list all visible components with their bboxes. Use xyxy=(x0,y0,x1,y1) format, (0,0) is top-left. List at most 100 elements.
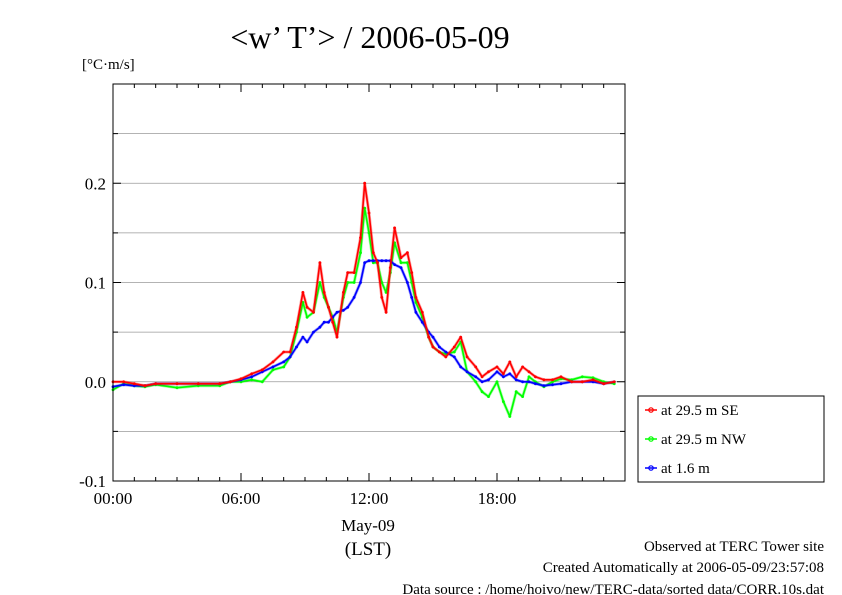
series-group xyxy=(111,181,616,418)
x-axis-unit-label: (LST) xyxy=(345,539,391,560)
series-point xyxy=(376,261,379,265)
series-point xyxy=(393,263,396,266)
series-point xyxy=(399,266,403,269)
legend-label: at 1.6 m xyxy=(661,461,710,477)
series-point xyxy=(521,395,524,398)
legend-marker xyxy=(648,407,654,413)
series-point xyxy=(508,360,512,364)
series-point xyxy=(359,251,362,255)
series-point xyxy=(260,370,264,374)
legend-label: at 29.5 m NW xyxy=(661,432,747,448)
series-point xyxy=(431,345,435,349)
y-tick-label: 0.0 xyxy=(85,373,106,392)
series-point xyxy=(452,355,456,359)
series-point xyxy=(534,382,537,386)
series-point xyxy=(271,360,275,364)
y-axis-label: [°C·m/s] xyxy=(82,57,135,73)
series-point xyxy=(602,382,606,386)
series-point xyxy=(363,206,367,210)
series-point xyxy=(363,181,367,185)
series-point xyxy=(508,415,512,418)
series-point xyxy=(420,320,424,324)
y-tick-label: 0.1 xyxy=(85,274,106,293)
series-point xyxy=(154,382,158,386)
series-point xyxy=(282,350,286,354)
series-point xyxy=(239,377,243,381)
series-point xyxy=(527,375,531,379)
series-point xyxy=(363,261,367,265)
series-point xyxy=(502,375,505,379)
series-point xyxy=(414,296,418,299)
series-point xyxy=(359,236,362,240)
series-point xyxy=(502,400,505,403)
series-point xyxy=(551,378,554,382)
series-point xyxy=(591,380,595,384)
x-tick-label: 12:00 xyxy=(350,489,389,508)
legend-label: at 29.5 m SE xyxy=(661,403,739,419)
series-point xyxy=(305,340,309,344)
series-point xyxy=(305,305,309,309)
series-point xyxy=(514,390,518,394)
series-point xyxy=(480,380,484,384)
series-point xyxy=(218,382,222,386)
series-point xyxy=(301,291,305,294)
series-point xyxy=(480,390,484,394)
series-point xyxy=(346,281,350,284)
series-point xyxy=(318,261,322,265)
series-point xyxy=(371,261,375,265)
series-point xyxy=(410,271,414,274)
series-point xyxy=(514,378,518,382)
x-tick-label: 06:00 xyxy=(222,489,261,508)
series-point xyxy=(474,365,478,369)
series-point xyxy=(175,386,179,390)
series-point xyxy=(312,330,315,334)
series-point xyxy=(260,380,264,384)
series-point xyxy=(327,320,330,324)
x-tick-label: 18:00 xyxy=(478,489,517,508)
series-point xyxy=(312,310,315,314)
series-point xyxy=(331,320,335,324)
series-point xyxy=(420,310,424,314)
x-tick-label: 00:00 xyxy=(94,489,133,508)
series-point xyxy=(570,378,574,382)
series-point xyxy=(570,380,574,384)
series-point xyxy=(384,291,388,294)
footer-created: Created Automatically at 2006-05-09/23:5… xyxy=(543,560,824,576)
series-point xyxy=(239,380,243,384)
series-point xyxy=(406,281,409,284)
series-point xyxy=(352,271,356,274)
series-point xyxy=(196,382,200,386)
series-line xyxy=(112,259,615,388)
footer-observed: Observed at TERC Tower site xyxy=(644,539,824,555)
series-point xyxy=(295,325,298,329)
series-point xyxy=(122,380,126,384)
series-point xyxy=(282,365,286,369)
series-point xyxy=(551,383,554,387)
series-point xyxy=(352,296,356,299)
x-axis-date-label: May-09 xyxy=(341,516,395,535)
series-point xyxy=(335,310,339,314)
series-point xyxy=(384,310,388,314)
legend-marker xyxy=(648,436,654,442)
series-point xyxy=(559,377,563,381)
series-point xyxy=(527,380,531,384)
series-point xyxy=(143,384,147,388)
series-point xyxy=(318,325,322,329)
series-point xyxy=(342,308,345,312)
series-point xyxy=(495,380,499,384)
series-point xyxy=(480,375,484,379)
legend-box xyxy=(637,395,825,483)
series-point xyxy=(250,375,254,379)
series-point xyxy=(591,378,595,382)
series-point xyxy=(438,350,441,354)
series-point xyxy=(444,350,448,354)
series-point xyxy=(250,378,254,382)
y-tick-label: 0.2 xyxy=(85,174,106,193)
series-point xyxy=(459,335,463,339)
series-point xyxy=(542,384,546,388)
series-point xyxy=(122,383,126,387)
series-point xyxy=(295,345,298,349)
series-point xyxy=(399,261,403,265)
series-point xyxy=(452,345,456,349)
